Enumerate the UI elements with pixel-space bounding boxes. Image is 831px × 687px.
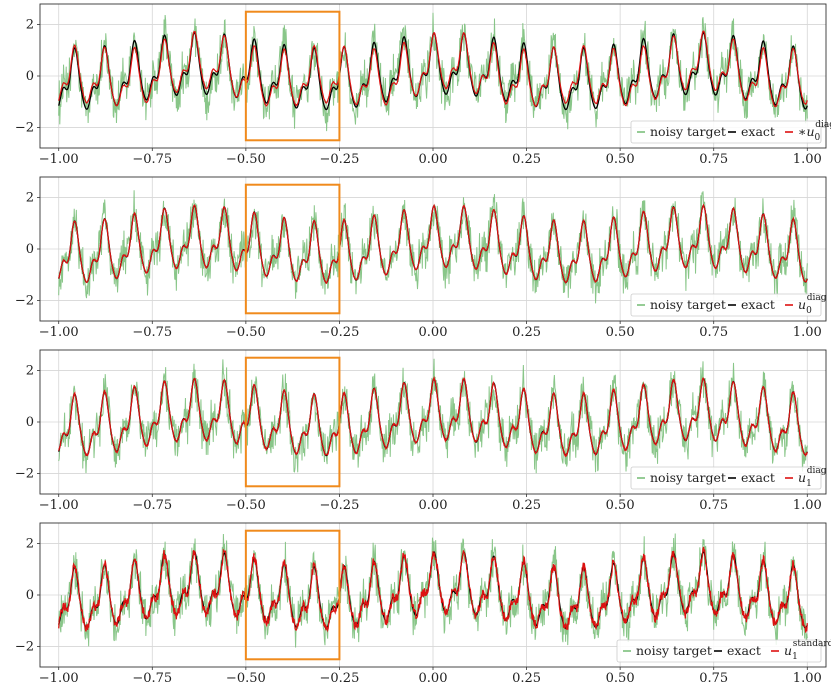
y-tick-label: 2 (26, 18, 34, 33)
legend: noisy target exact u1diag (630, 466, 827, 490)
chart-panel-3: −1.00 −0.75 −0.50 −0.25 0.00 0.25 0.50 0.75 1.00… (15, 349, 827, 513)
x-tick-label: −0.75 (132, 152, 172, 167)
approximation-line (58, 30, 808, 108)
y-tick-label: −2 (15, 293, 34, 308)
x-tick-label: 0.75 (699, 325, 728, 340)
chart-panel-4: −1.00 −0.75 −0.50 −0.25 0.00 0.25 0.50 0.75 1.00… (15, 522, 831, 686)
approximation-line (58, 546, 808, 633)
x-tick-label: 0.00 (419, 325, 448, 340)
legend-label-approx: u0diag (798, 293, 827, 316)
legend-label-noisy: noisy target (636, 643, 712, 658)
x-tick-label: −0.50 (226, 498, 266, 513)
x-tick-label: 1.00 (793, 671, 822, 686)
x-tick-label: 0.50 (606, 325, 635, 340)
y-tick-label: −2 (15, 120, 34, 135)
legend-label-approx: u1standard (784, 639, 831, 662)
x-tick-label: −0.75 (132, 498, 172, 513)
x-tick-label: 0.75 (699, 671, 728, 686)
x-tick-label: 0.75 (699, 152, 728, 167)
x-tick-label: −1.00 (39, 498, 79, 513)
legend-label-exact: exact (741, 297, 775, 312)
legend: noisy target exact u1standard (616, 639, 831, 663)
legend-box (630, 466, 822, 490)
legend-box (630, 293, 822, 317)
y-tick-label: −2 (15, 639, 34, 654)
legend-label-exact: exact (727, 643, 761, 658)
x-tick-label: −0.75 (132, 671, 172, 686)
x-tick-label: 0.25 (512, 325, 541, 340)
y-tick-label: 2 (26, 191, 34, 206)
highlight-box (244, 10, 341, 142)
approximation-line (58, 376, 808, 458)
x-tick-label: −0.25 (320, 498, 360, 513)
legend-label-approx: u1diag (798, 466, 827, 489)
x-tick-label: 1.00 (793, 152, 822, 167)
plot-area (58, 12, 808, 132)
x-tick-label: 0.25 (512, 152, 541, 167)
x-tick-label: 0.00 (419, 671, 448, 686)
x-tick-label: 0.00 (419, 152, 448, 167)
y-tick-label: 0 (26, 415, 34, 430)
x-tick-label: −0.25 (320, 152, 360, 167)
approximation-line (58, 203, 808, 284)
noisy-target-line (58, 190, 808, 304)
y-tick-label: −2 (15, 466, 34, 481)
legend-label-noisy: noisy target (650, 470, 726, 485)
x-tick-label: 0.50 (606, 498, 635, 513)
legend-label-exact: exact (741, 124, 775, 139)
chart-panel-1: −1.00 −0.75 −0.50 −0.25 0.00 0.25 0.50 0.75 1.00… (15, 3, 831, 167)
x-tick-label: −1.00 (39, 325, 79, 340)
y-tick-label: 2 (26, 537, 34, 552)
legend-label-noisy: noisy target (650, 124, 726, 139)
legend-label-exact: exact (741, 470, 775, 485)
legend-label-approx: ∗u0diag (798, 120, 831, 143)
legend-box (630, 120, 822, 144)
y-tick-label: 0 (26, 69, 34, 84)
plot-area (58, 190, 808, 304)
x-tick-label: 0.00 (419, 498, 448, 513)
x-tick-label: 0.50 (606, 152, 635, 167)
y-tick-label: 0 (26, 588, 34, 603)
noisy-target-line (58, 533, 808, 648)
highlight-box (244, 183, 341, 315)
plot-area (58, 533, 808, 648)
legend: noisy target exact u0diag (630, 293, 827, 317)
x-tick-label: −0.25 (320, 325, 360, 340)
noisy-target-line (58, 358, 808, 474)
y-tick-label: 2 (26, 364, 34, 379)
plot-area (58, 358, 808, 474)
x-tick-label: 0.50 (606, 671, 635, 686)
x-tick-label: −0.25 (320, 671, 360, 686)
x-tick-label: −1.00 (39, 152, 79, 167)
x-tick-label: 1.00 (793, 325, 822, 340)
x-tick-label: 0.75 (699, 498, 728, 513)
chart-panel-2: −1.00 −0.75 −0.50 −0.25 0.00 0.25 0.50 0.75 1.00… (15, 176, 827, 340)
x-tick-label: −1.00 (39, 671, 79, 686)
x-tick-label: 1.00 (793, 498, 822, 513)
x-tick-label: −0.50 (226, 325, 266, 340)
x-tick-label: 0.25 (512, 498, 541, 513)
highlight-box (244, 529, 341, 661)
highlight-box (244, 356, 341, 488)
y-tick-label: 0 (26, 242, 34, 257)
x-tick-label: −0.50 (226, 152, 266, 167)
x-tick-label: −0.75 (132, 325, 172, 340)
x-tick-label: 0.25 (512, 671, 541, 686)
legend-label-noisy: noisy target (650, 297, 726, 312)
legend: noisy target exact ∗u0diag (630, 120, 831, 144)
x-tick-label: −0.50 (226, 671, 266, 686)
